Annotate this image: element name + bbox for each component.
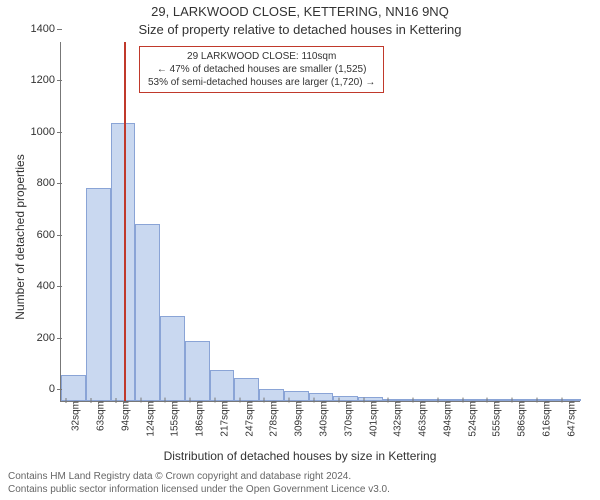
- y-tick: 600: [21, 229, 61, 241]
- y-tick: 1200: [21, 74, 61, 86]
- x-tick: 94sqm: [114, 401, 131, 431]
- x-tick: 401sqm: [362, 401, 379, 437]
- footer-line-1: Contains HM Land Registry data © Crown c…: [8, 471, 390, 484]
- bars-layer: [61, 42, 580, 401]
- x-tick: 309sqm: [288, 401, 305, 437]
- y-tick: 400: [21, 280, 61, 292]
- plot-area: 020040060080010001200140032sqm63sqm94sqm…: [60, 42, 580, 402]
- x-tick: 555sqm: [486, 401, 503, 437]
- histogram-bar: [86, 188, 111, 401]
- y-tick: 800: [21, 177, 61, 189]
- x-tick: 432sqm: [387, 401, 404, 437]
- page-subtitle: Size of property relative to detached ho…: [0, 22, 600, 37]
- histogram-bar: [160, 316, 185, 401]
- marker-legend-line: 53% of semi-detached houses are larger (…: [148, 76, 375, 89]
- x-tick: 124sqm: [139, 401, 156, 437]
- x-tick: 63sqm: [90, 401, 107, 431]
- x-axis-label: Distribution of detached houses by size …: [0, 449, 600, 463]
- property-marker-line: [124, 42, 126, 401]
- x-tick: 217sqm: [213, 401, 230, 437]
- marker-legend: 29 LARKWOOD CLOSE: 110sqm← 47% of detach…: [139, 46, 384, 93]
- chart-container: 29, LARKWOOD CLOSE, KETTERING, NN16 9NQ …: [0, 0, 600, 500]
- histogram-bar: [185, 341, 210, 401]
- histogram-bar: [309, 393, 334, 401]
- page-title: 29, LARKWOOD CLOSE, KETTERING, NN16 9NQ: [0, 4, 600, 19]
- x-tick: 155sqm: [164, 401, 181, 437]
- x-tick: 247sqm: [238, 401, 255, 437]
- y-tick: 200: [21, 332, 61, 344]
- x-tick: 370sqm: [337, 401, 354, 437]
- histogram-bar: [111, 123, 136, 401]
- marker-legend-line: 29 LARKWOOD CLOSE: 110sqm: [148, 50, 375, 63]
- x-tick: 32sqm: [65, 401, 82, 431]
- y-tick: 1400: [21, 23, 61, 35]
- y-tick: 1000: [21, 126, 61, 138]
- footer-attribution: Contains HM Land Registry data © Crown c…: [8, 471, 390, 496]
- x-tick: 278sqm: [263, 401, 280, 437]
- x-tick: 340sqm: [313, 401, 330, 437]
- x-tick: 186sqm: [189, 401, 206, 437]
- histogram-bar: [135, 224, 160, 401]
- x-tick: 494sqm: [436, 401, 453, 437]
- x-tick: 524sqm: [461, 401, 478, 437]
- x-tick: 616sqm: [535, 401, 552, 437]
- histogram-bar: [210, 370, 235, 401]
- marker-legend-line: ← 47% of detached houses are smaller (1,…: [148, 63, 375, 76]
- x-tick: 586sqm: [511, 401, 528, 437]
- histogram-bar: [234, 378, 259, 401]
- x-tick: 463sqm: [412, 401, 429, 437]
- footer-line-2: Contains public sector information licen…: [8, 484, 390, 497]
- y-tick: 0: [21, 383, 61, 395]
- x-tick: 647sqm: [560, 401, 577, 437]
